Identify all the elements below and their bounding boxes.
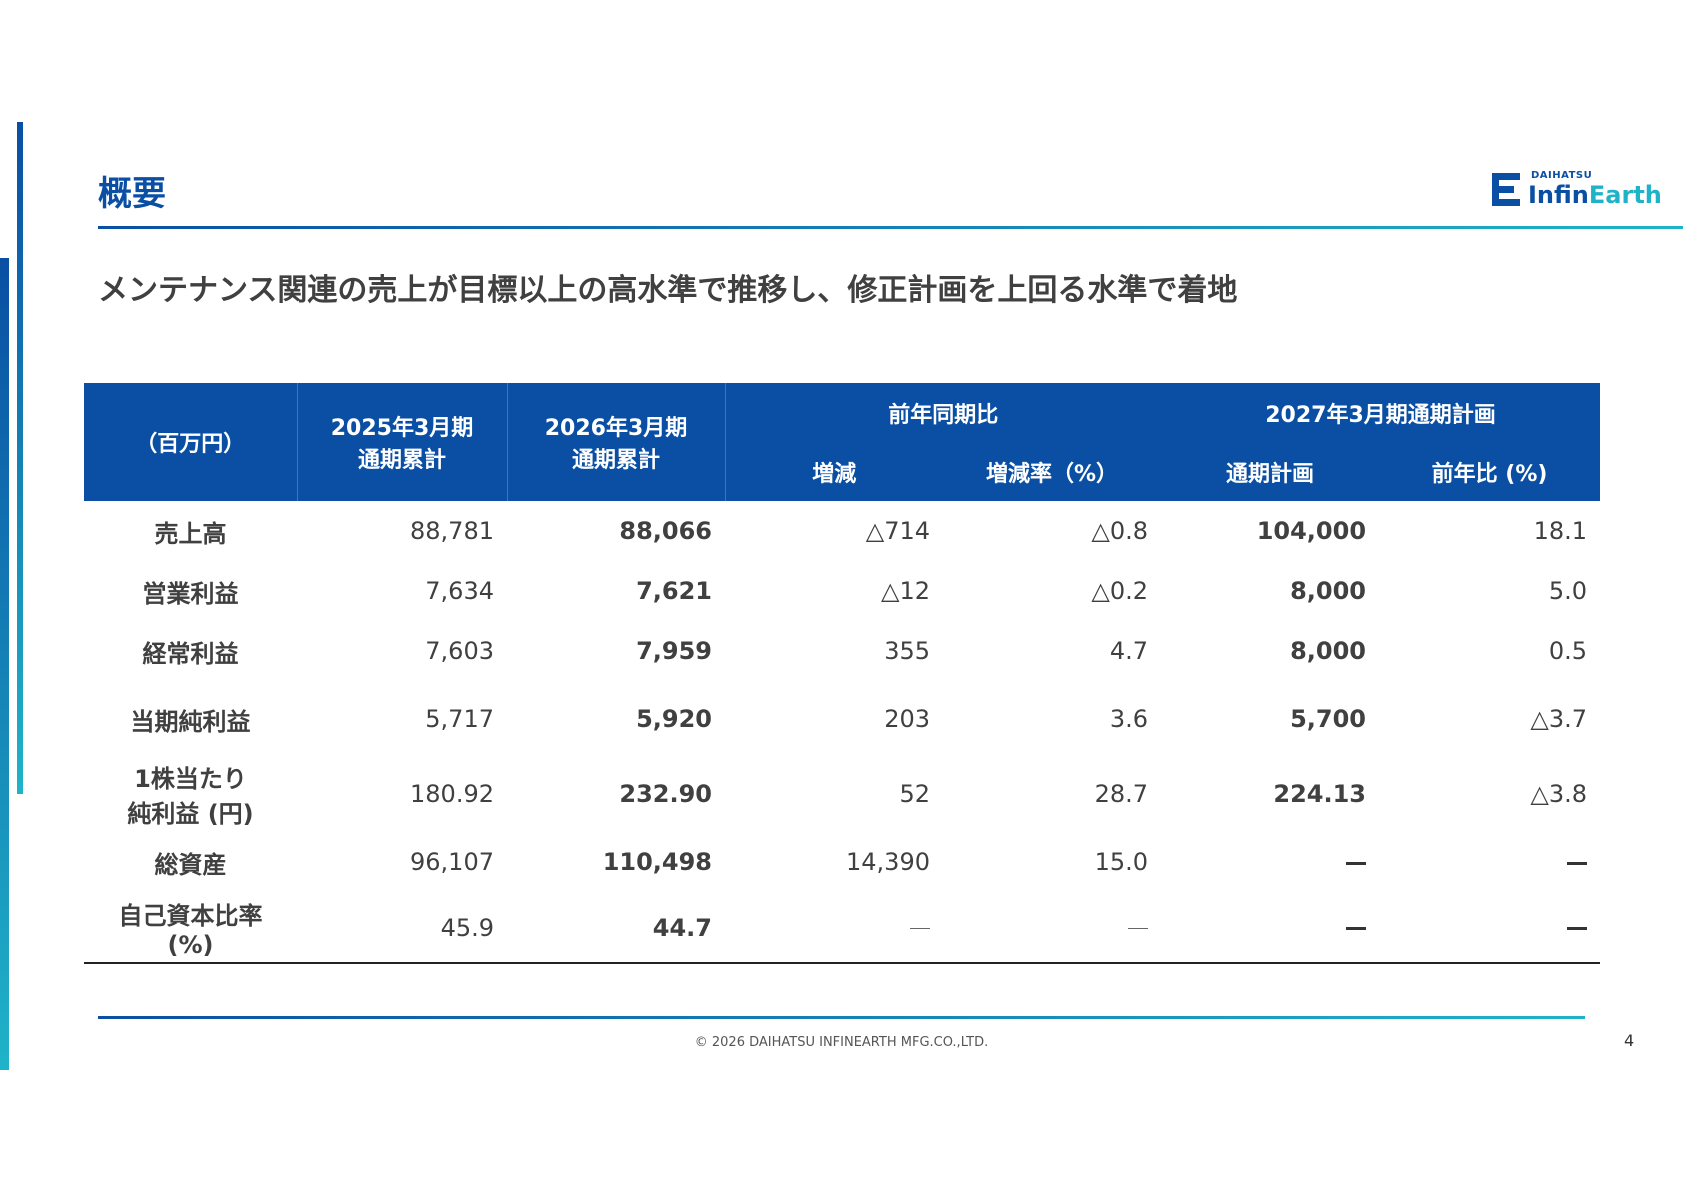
table-row-total-assets: 総資産 96,107 110,498 14,390 15.0 [84,831,1600,893]
row-label: 当期純利益 [130,707,251,736]
cell-change: 203 [884,705,930,733]
cell-fy2026: 7,621 [636,577,712,605]
copyright: © 2026 DAIHATSU INFINEARTH MFG.CO.,LTD. [694,1035,989,1050]
cell-change: 14,390 [846,848,930,876]
table-row-net-income: 当期純利益 5,717 5,920 203 3.6 5,700 △3.7 [84,681,1600,757]
cell-change-rate [943,893,1162,964]
row-label: 経常利益 [142,639,239,668]
cell-plan [1161,831,1379,893]
dash-icon [1567,861,1588,865]
header-plan: 通期計画 [1161,443,1380,501]
logo-e-mark-icon [1492,173,1520,207]
table-row-eps: 1株当たり 純利益 (円) 180.92 232.90 52 28.7 224.1… [84,757,1600,831]
header-fy2025: 2025年3月期 通期累計 [296,383,507,501]
cell-plan-yoy: 18.1 [1533,517,1588,545]
cell-plan: 8,000 [1290,577,1367,605]
cell-plan: 224.13 [1273,780,1367,808]
header-change: 増減 [724,443,943,501]
cell-change-rate: △0.2 [1091,577,1149,605]
cell-fy2025: 88,781 [410,517,494,545]
cell-change-rate: 4.7 [1109,637,1149,665]
cell-fy2025: 45.9 [297,893,507,964]
header-plan-group: 2027年3月期通期計画 [1161,383,1601,443]
logo-sub-text: DAIHATSU [1531,170,1593,181]
cell-change: 52 [899,780,930,808]
cell-plan-yoy: △3.8 [1530,780,1588,808]
footer-divider [98,1016,1585,1019]
table-row-equity-ratio: 自己資本比率 (%) 45.9 44.7 [84,893,1601,964]
table-row-operating-profit: 営業利益 7,634 7,621 △12 △0.2 8,000 5.0 [84,561,1600,621]
dash-icon [1567,927,1588,930]
cell-change: 355 [884,637,930,665]
cell-fy2025: 7,603 [425,637,494,665]
header-fy2026: 2026年3月期 通期累計 [506,383,725,501]
page-number: 4 [1624,1031,1635,1050]
dash-icon [1128,928,1149,929]
dash-icon [1346,861,1367,865]
row-label: 自己資本比率 (%) [84,893,297,964]
cell-plan-yoy: △3.7 [1530,705,1588,733]
row-label: 営業利益 [142,579,239,608]
header-change-rate: 増減率（%） [943,443,1162,501]
header-yoy-group: 前年同期比 [724,383,1162,443]
cell-fy2025: 96,107 [410,848,494,876]
cell-change: △12 [881,577,930,605]
cell-plan-yoy: 5.0 [1548,577,1588,605]
cell-fy2026: 110,498 [602,848,712,876]
left-accent-bar [17,122,23,794]
row-label: 総資産 [154,850,227,879]
financial-summary-table: （百万円） 2025年3月期 通期累計 2026年3月期 通期累計 前年同期比 20… [84,383,1601,964]
cell-fy2026: 5,920 [636,705,712,733]
company-logo: DAIHATSU InfinEarth [1492,170,1662,210]
cell-plan-yoy [1379,831,1600,893]
cell-change-rate: 28.7 [1094,780,1149,808]
slide-subtitle: メンテナンス関連の売上が目標以上の高水準で推移し、修正計画を上回る水準で着地 [98,273,1238,308]
cell-plan: 5,700 [1290,705,1367,733]
cell-change: △714 [865,517,930,545]
cell-change-rate: △0.8 [1091,517,1149,545]
cell-fy2025: 5,717 [425,705,494,733]
cell-fy2025: 7,634 [425,577,494,605]
cell-plan-yoy: 0.5 [1548,637,1588,665]
header-plan-yoy: 前年比 (%) [1379,443,1601,501]
table-row-ordinary-profit: 経常利益 7,603 7,959 355 4.7 8,000 0.5 [84,621,1600,681]
dash-icon [1346,927,1367,930]
logo-main-text: InfinEarth [1528,181,1662,209]
row-label: 売上高 [154,519,227,548]
cell-change [725,893,943,964]
cell-change-rate: 15.0 [1094,848,1149,876]
cell-fy2026: 7,959 [636,637,712,665]
cell-plan [1161,893,1380,964]
page-title: 概要 [98,174,166,214]
cell-fy2025: 180.92 [410,780,494,808]
cell-plan: 8,000 [1290,637,1367,665]
table-row-sales: 売上高 88,781 88,066 △714 △0.8 104,000 18.1 [84,501,1600,561]
row-label: 1株当たり 純利益 (円) [127,765,254,828]
cell-fy2026: 44.7 [507,893,725,964]
cell-plan-yoy [1379,893,1601,964]
dash-icon [910,928,930,929]
cell-change-rate: 3.6 [1109,705,1149,733]
unit-header: （百万円） [84,383,297,501]
cell-plan: 104,000 [1256,517,1367,545]
left-accent-bar-outer [0,258,9,1070]
cell-fy2026: 88,066 [619,517,712,545]
cell-fy2026: 232.90 [619,780,712,808]
title-divider [98,226,1683,229]
